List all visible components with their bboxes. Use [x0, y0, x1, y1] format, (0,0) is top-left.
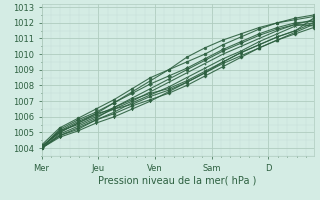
X-axis label: Pression niveau de la mer( hPa ): Pression niveau de la mer( hPa ) — [99, 175, 257, 185]
